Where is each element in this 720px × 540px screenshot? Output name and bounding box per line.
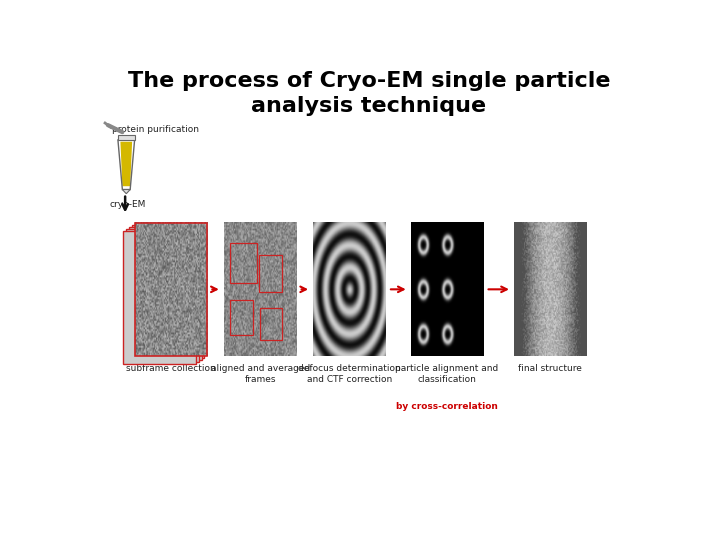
Bar [258, 255, 282, 292]
Text: aligned and averaged
frames: aligned and averaged frames [210, 364, 310, 383]
Text: final structure: final structure [518, 364, 582, 373]
Bar [411, 223, 483, 356]
Polygon shape [120, 141, 132, 186]
Text: by cross-correlation: by cross-correlation [396, 402, 498, 410]
Text: subframe collection: subframe collection [126, 364, 216, 373]
Bar [260, 308, 282, 340]
Bar [230, 243, 257, 282]
Bar [126, 229, 199, 362]
Bar [135, 223, 207, 356]
Bar [132, 225, 204, 358]
Text: cryo-EM: cryo-EM [109, 200, 146, 208]
Bar [118, 134, 135, 140]
Text: The process of Cryo-EM single particle
analysis technique: The process of Cryo-EM single particle a… [127, 71, 611, 116]
Bar [129, 227, 202, 360]
Text: particle alignment and
classification: particle alignment and classification [395, 364, 499, 383]
Bar [124, 231, 196, 364]
Text: defocus determination
and CTF correction: defocus determination and CTF correction [298, 364, 401, 383]
Polygon shape [122, 190, 130, 194]
Text: protein purification: protein purification [112, 125, 199, 134]
Bar [230, 300, 253, 335]
